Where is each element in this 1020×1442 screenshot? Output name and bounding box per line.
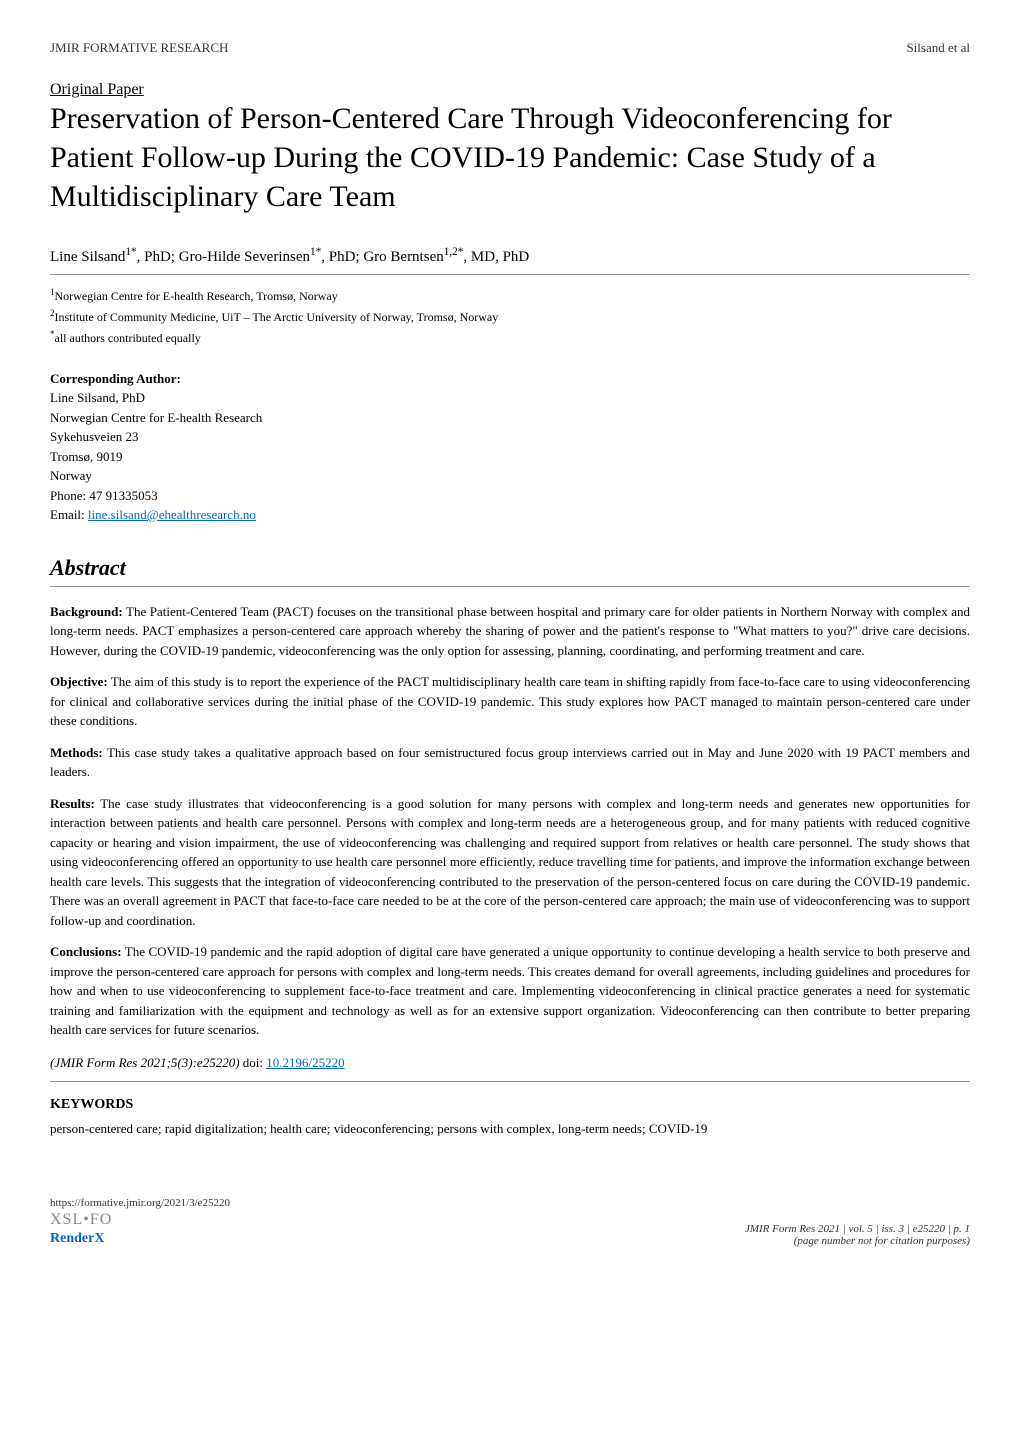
journal-name: JMIR FORMATIVE RESEARCH (50, 40, 228, 56)
results-text: The case study illustrates that videocon… (50, 796, 970, 928)
footer-url: https://formative.jmir.org/2021/3/e25220 (50, 1197, 230, 1209)
author2-sup: 1* (310, 246, 321, 258)
xsl-fo-logo: XSL•FO (50, 1211, 230, 1229)
abstract-heading: Abstract (50, 555, 970, 587)
methods-section: Methods: This case study takes a qualita… (50, 743, 970, 782)
authors-short: Silsand et al (906, 40, 970, 56)
footer-left: https://formative.jmir.org/2021/3/e25220… (50, 1197, 230, 1247)
results-label: Results: (50, 796, 95, 811)
aff3: all authors contributed equally (55, 331, 201, 345)
affiliations: 1Norwegian Centre for E-health Research,… (50, 285, 970, 349)
keywords-text: person-centered care; rapid digitalizati… (50, 1121, 970, 1137)
page-header: JMIR FORMATIVE RESEARCH Silsand et al (50, 40, 970, 56)
aff2: Institute of Community Medicine, UiT – T… (55, 310, 499, 324)
email-link[interactable]: line.silsand@ehealthresearch.no (88, 507, 256, 522)
renderx-logo[interactable]: RenderX (50, 1231, 230, 1247)
author1-rest: , PhD; Gro-Hilde Severinsen (137, 249, 310, 265)
author1-sup: 1* (125, 246, 136, 258)
objective-label: Objective: (50, 674, 108, 689)
keywords-heading: KEYWORDS (50, 1097, 970, 1113)
background-section: Background: The Patient-Centered Team (P… (50, 602, 970, 661)
results-section: Results: The case study illustrates that… (50, 794, 970, 931)
doi-label: doi: (240, 1055, 267, 1070)
corresponding-name: Line Silsand, PhD (50, 388, 970, 408)
author2-rest: , PhD; Gro Berntsen (321, 249, 444, 265)
methods-text: This case study takes a qualitative appr… (50, 745, 970, 780)
objective-section: Objective: The aim of this study is to r… (50, 672, 970, 731)
footer-right2: (page number not for citation purposes) (745, 1235, 970, 1247)
methods-label: Methods: (50, 745, 103, 760)
corresponding-label: Corresponding Author: (50, 369, 970, 389)
author3-rest: , MD, PhD (463, 249, 529, 265)
footer-right: JMIR Form Res 2021 | vol. 5 | iss. 3 | e… (745, 1223, 970, 1247)
conclusions-text: The COVID-19 pandemic and the rapid adop… (50, 944, 970, 1037)
conclusions-section: Conclusions: The COVID-19 pandemic and t… (50, 942, 970, 1040)
corresponding-phone: Phone: 47 91335053 (50, 486, 970, 506)
objective-text: The aim of this study is to report the e… (50, 674, 970, 728)
citation: (JMIR Form Res 2021;5(3):e25220) doi: 10… (50, 1055, 970, 1082)
footer-right1: JMIR Form Res 2021 | vol. 5 | iss. 3 | e… (745, 1223, 970, 1235)
citation-ref: (JMIR Form Res 2021;5(3):e25220) (50, 1055, 240, 1070)
aff1: Norwegian Centre for E-health Research, … (55, 289, 338, 303)
corresponding-addr1: Sykehusveien 23 (50, 427, 970, 447)
author1: Line Silsand (50, 249, 125, 265)
corresponding-country: Norway (50, 466, 970, 486)
corresponding-addr2: Tromsø, 9019 (50, 447, 970, 467)
paper-type-link[interactable]: Original Paper (50, 81, 970, 99)
email-label: Email: (50, 507, 88, 522)
corresponding-author: Corresponding Author: Line Silsand, PhD … (50, 369, 970, 525)
doi-link[interactable]: 10.2196/25220 (266, 1055, 344, 1070)
corresponding-org: Norwegian Centre for E-health Research (50, 408, 970, 428)
author3-sup: 1,2* (444, 246, 464, 258)
background-label: Background: (50, 604, 123, 619)
paper-title: Preservation of Person-Centered Care Thr… (50, 99, 970, 216)
page-footer: https://formative.jmir.org/2021/3/e25220… (50, 1197, 970, 1247)
author-line: Line Silsand1*, PhD; Gro-Hilde Severinse… (50, 246, 970, 275)
background-text: The Patient-Centered Team (PACT) focuses… (50, 604, 970, 658)
conclusions-label: Conclusions: (50, 944, 122, 959)
